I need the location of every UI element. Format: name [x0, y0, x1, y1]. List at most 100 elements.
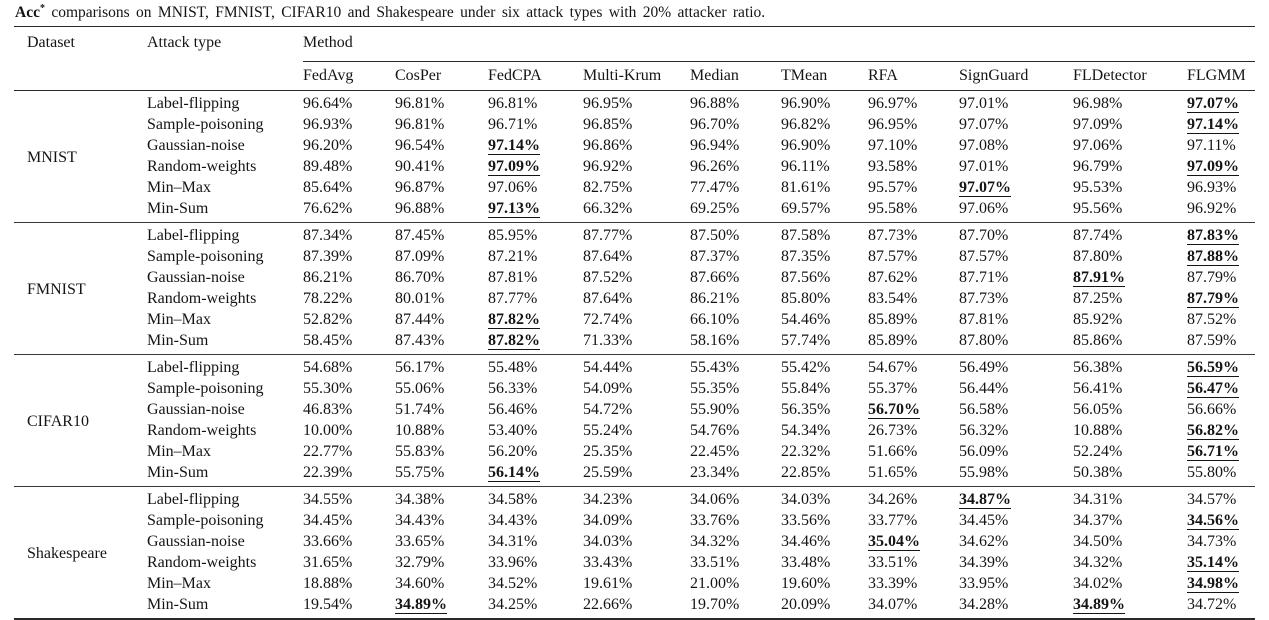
accuracy-cell: 20.09% — [781, 596, 831, 613]
attack-type-label: Sample-poisoning — [147, 380, 264, 397]
accuracy-cell: 22.85% — [781, 464, 831, 481]
accuracy-cell: 51.65% — [868, 464, 918, 481]
accuracy-cell: 96.71% — [488, 116, 538, 133]
column-header-cosper: CosPer — [395, 61, 488, 91]
table-row: CIFAR10 Label-flipping 54.68% 56.17% 55.48% 5… — [14, 354, 1256, 487]
accuracy-cell: 96.85% — [583, 116, 633, 133]
accuracy-cell: 87.56% — [781, 269, 831, 286]
accuracy-cell: 81.61% — [781, 179, 831, 196]
accuracy-cell: 87.88% — [1187, 246, 1255, 267]
best-accuracy-value: 34.98% — [1187, 575, 1239, 593]
attack-type-label: Random-weights — [147, 290, 257, 307]
accuracy-cell: 97.14% — [488, 135, 583, 156]
column-header-fedavg: FedAvg — [303, 61, 395, 91]
attack-type-label: Min–Max — [147, 311, 211, 328]
column-header-fedcpa: FedCPA — [488, 61, 583, 91]
accuracy-cell: 33.76% — [690, 512, 740, 529]
accuracy-cell: 34.50% — [1073, 533, 1123, 550]
accuracy-cell: 96.86% — [583, 137, 633, 154]
accuracy-cell: 54.44% — [583, 354, 690, 378]
table-row: Min-Sum 76.62% 96.88% 97.13% 66.32% 69.25% 69.… — [14, 198, 1255, 223]
accuracy-cell: 33.39% — [868, 575, 918, 592]
table-row: Gaussian-noise 33.66% 33.65% 34.31% 34.03% 34… — [14, 531, 1255, 552]
header-row-methods: FedAvg CosPer FedCPA Multi-Krum Median T… — [14, 61, 1256, 91]
accuracy-cell: 93.58% — [868, 158, 918, 175]
best-accuracy-value: 97.14% — [488, 137, 540, 155]
accuracy-cell: 87.81% — [959, 311, 1009, 328]
accuracy-cell: 66.32% — [583, 200, 633, 217]
accuracy-cell: 54.72% — [583, 401, 633, 418]
dataset-label: MNIST — [27, 149, 77, 166]
accuracy-cell: 55.48% — [488, 354, 583, 378]
table-row: Sample-poisoning 55.30% 55.06% 56.33% 54.09%… — [14, 378, 1255, 399]
accuracy-cell: 97.09% — [1073, 116, 1123, 133]
column-header-dataset: Dataset — [14, 27, 147, 91]
accuracy-cell: 34.25% — [488, 596, 538, 613]
table-row: Min-Sum 19.54% 34.89% 34.25% 22.66% 19.70% 20.… — [14, 594, 1255, 619]
column-header-flgmm: FLGMM — [1187, 61, 1256, 91]
accuracy-cell: 85.95% — [488, 222, 583, 246]
accuracy-cell: 87.82% — [488, 330, 583, 355]
accuracy-cell: 34.07% — [868, 596, 918, 613]
accuracy-cell: 22.77% — [303, 443, 353, 460]
best-accuracy-value: 34.89% — [1073, 596, 1125, 614]
dataset-label: CIFAR10 — [14, 354, 147, 487]
dataset-label: FMNIST — [14, 222, 147, 355]
table-row: Gaussian-noise 46.83% 51.74% 56.46% 54.72% 55… — [14, 399, 1255, 420]
attack-type-label: Label-flipping — [147, 222, 303, 246]
best-accuracy-value: 97.09% — [488, 158, 540, 176]
attack-type-label: Sample-poisoning — [147, 248, 264, 265]
table-row: FMNIST Label-flipping 87.34% 87.45% 85.95% 87… — [14, 222, 1256, 355]
accuracy-cell: 56.44% — [959, 380, 1009, 397]
accuracy-cell: 87.59% — [1187, 332, 1237, 349]
accuracy-cell: 19.60% — [781, 575, 831, 592]
accuracy-cell: 87.45% — [395, 222, 488, 246]
accuracy-cell: 34.09% — [583, 512, 633, 529]
accuracy-cell: 97.06% — [1073, 137, 1123, 154]
best-accuracy-value: 97.14% — [1187, 116, 1239, 134]
accuracy-cell: 95.57% — [868, 179, 918, 196]
accuracy-cell: 35.04% — [868, 531, 959, 552]
accuracy-cell: 95.56% — [1073, 200, 1123, 217]
accuracy-cell: 78.22% — [303, 290, 353, 307]
accuracy-cell: 85.86% — [1073, 332, 1123, 349]
accuracy-cell: 35.14% — [1187, 552, 1255, 573]
accuracy-cell: 96.81% — [395, 116, 445, 133]
accuracy-cell: 33.96% — [488, 554, 538, 571]
accuracy-cell: 34.32% — [690, 533, 740, 550]
accuracy-cell: 87.39% — [303, 248, 353, 265]
accuracy-cell: 32.79% — [395, 554, 445, 571]
accuracy-cell: 96.26% — [690, 158, 740, 175]
attack-type-label: Label-flipping — [147, 354, 303, 378]
accuracy-cell: 33.51% — [690, 554, 740, 571]
accuracy-cell: 87.79% — [1187, 288, 1255, 309]
attack-type-label: Min–Max — [147, 443, 211, 460]
accuracy-cell: 96.70% — [690, 116, 740, 133]
accuracy-cell: 56.47% — [1187, 378, 1255, 399]
accuracy-cell: 87.91% — [1073, 267, 1187, 288]
table-row: MNIST Label-flipping 96.64% 96.81% 96.81% 96.… — [14, 91, 1255, 166]
table-row: Sample-poisoning 34.45% 34.43% 34.43% 34.09%… — [14, 510, 1255, 531]
accuracy-cell: 34.46% — [781, 533, 831, 550]
accuracy-cell: 34.56% — [1187, 510, 1255, 531]
best-accuracy-value: 87.82% — [488, 311, 540, 329]
accuracy-cell: 31.65% — [303, 554, 353, 571]
column-header-rfa: RFA — [868, 61, 959, 91]
accuracy-cell: 96.64% — [303, 95, 353, 112]
attack-type-label: Random-weights — [147, 554, 257, 571]
accuracy-cell: 96.11% — [781, 158, 830, 175]
accuracy-cell: 96.92% — [583, 158, 633, 175]
table-caption: Acc* comparisons on MNIST, FMNIST, CIFAR… — [14, 2, 1255, 27]
accuracy-cell: 34.38% — [395, 486, 488, 510]
accuracy-cell: 10.88% — [1073, 422, 1123, 439]
attack-type-label: Sample-poisoning — [147, 116, 264, 133]
accuracy-cell: 86.21% — [690, 290, 740, 307]
table-row: Min–Max 18.88% 34.60% 34.52% 19.61% 21.00% 19.… — [14, 573, 1255, 594]
accuracy-cell: 87.37% — [690, 248, 740, 265]
accuracy-cell: 71.33% — [583, 332, 633, 349]
column-header-median: Median — [690, 61, 781, 91]
accuracy-cell: 55.90% — [690, 401, 740, 418]
best-accuracy-value: 87.79% — [1187, 290, 1239, 308]
attack-type-label: Label-flipping — [147, 486, 303, 510]
